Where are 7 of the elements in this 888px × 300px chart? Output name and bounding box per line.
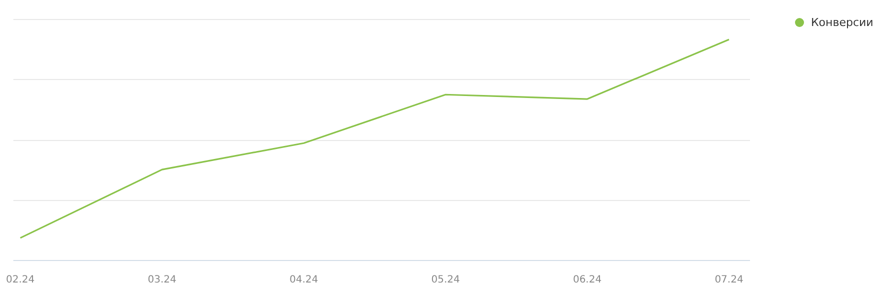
x-tick-label: 03.24	[148, 274, 176, 286]
x-tick-label: 02.24	[6, 274, 35, 286]
x-tick-label: 04.24	[289, 274, 318, 286]
x-tick-label: 07.24	[714, 274, 744, 286]
x-tick-label: 05.24	[431, 274, 460, 286]
legend-label: Конверсии	[811, 16, 874, 29]
x-tick-label: 06.24	[572, 274, 602, 286]
